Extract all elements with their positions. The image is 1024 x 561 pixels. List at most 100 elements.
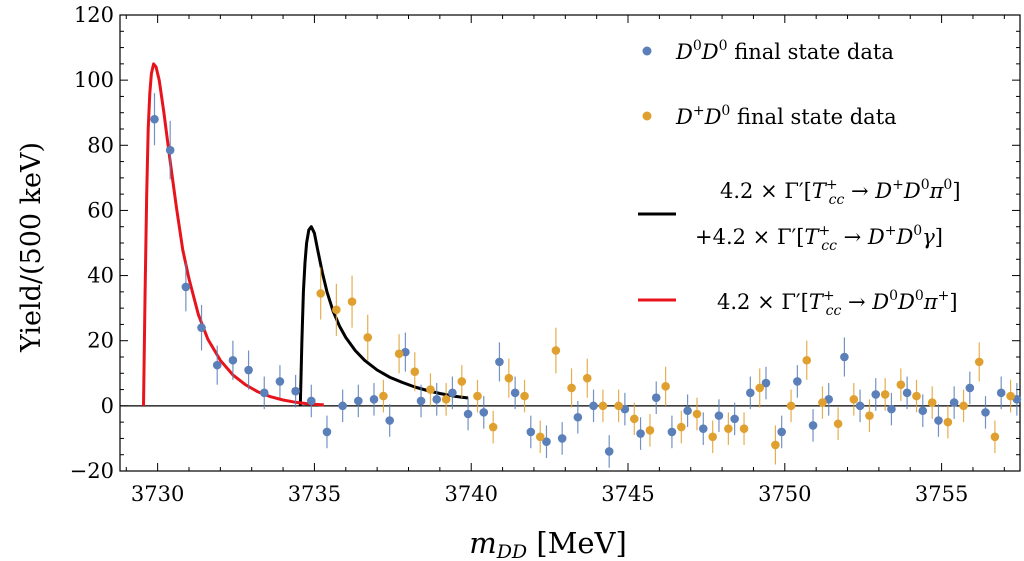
data-point bbox=[865, 411, 874, 420]
y-tick-label: 0 bbox=[101, 394, 114, 418]
data-point bbox=[338, 401, 347, 411]
data-point bbox=[714, 411, 724, 420]
data-point bbox=[1006, 391, 1015, 401]
data-point bbox=[755, 383, 765, 393]
y-tick-label: −20 bbox=[70, 459, 114, 483]
y-tick-label: 40 bbox=[87, 264, 114, 288]
data-point bbox=[661, 382, 670, 391]
data-point bbox=[636, 429, 645, 438]
data-point bbox=[410, 367, 420, 376]
data-point bbox=[871, 390, 881, 399]
data-point bbox=[385, 416, 394, 425]
y-tick-label: 20 bbox=[87, 329, 114, 353]
data-point bbox=[275, 377, 285, 386]
legend-entry-dpd0: D+D0 final state data bbox=[675, 103, 897, 129]
data-point bbox=[488, 422, 498, 432]
y-tick-label: 60 bbox=[87, 198, 114, 222]
legend-entry-black-line2: +4.2 × Γ′[T+ cc → D+D0γ] bbox=[695, 223, 943, 254]
data-point bbox=[473, 391, 482, 401]
data-point bbox=[212, 360, 222, 370]
data-point bbox=[833, 419, 843, 429]
data-point bbox=[228, 355, 238, 365]
data-point bbox=[363, 333, 373, 342]
data-point bbox=[394, 349, 404, 359]
y-tick-label: 100 bbox=[74, 68, 114, 92]
data-point bbox=[786, 401, 796, 411]
legend-entry-red: 4.2 × Γ′[T+ cc → D0D0π+] bbox=[717, 288, 958, 319]
data-point bbox=[526, 427, 536, 437]
legend-marker-d0d0 bbox=[642, 46, 652, 56]
data-point bbox=[463, 409, 473, 419]
data-point bbox=[849, 395, 859, 404]
data-point bbox=[996, 388, 1006, 398]
data-point bbox=[589, 401, 598, 411]
y-axis-title-text: Yield/(500 keV) bbox=[16, 142, 47, 353]
legend: D0D0 final state data D+D0 final state d… bbox=[638, 38, 961, 319]
data-point bbox=[730, 414, 739, 424]
data-point bbox=[887, 404, 896, 414]
data-point bbox=[604, 447, 614, 456]
data-point bbox=[416, 396, 426, 406]
data-points bbox=[150, 93, 1022, 468]
data-point bbox=[708, 432, 717, 442]
data-point bbox=[981, 408, 990, 417]
data-point bbox=[441, 395, 451, 404]
x-tick-label: 3745 bbox=[601, 482, 654, 506]
data-point bbox=[457, 377, 467, 386]
data-point bbox=[479, 408, 489, 417]
y-tick-label: 120 bbox=[74, 3, 114, 27]
data-point bbox=[934, 416, 943, 425]
data-point bbox=[573, 412, 583, 422]
data-point bbox=[598, 401, 608, 411]
data-point bbox=[808, 421, 818, 430]
data-point bbox=[840, 352, 849, 362]
data-point bbox=[504, 373, 514, 383]
data-point bbox=[965, 383, 975, 393]
data-point bbox=[959, 401, 968, 411]
data-point bbox=[918, 406, 928, 416]
data-point bbox=[535, 432, 545, 442]
curves bbox=[142, 62, 469, 407]
data-point bbox=[181, 282, 191, 292]
data-point bbox=[645, 425, 655, 435]
y-axis-title: Yield/(500 keV) bbox=[16, 142, 47, 353]
data-point bbox=[432, 395, 442, 404]
data-point bbox=[943, 417, 953, 427]
data-point bbox=[520, 391, 529, 401]
data-point bbox=[777, 427, 786, 437]
x-tick-label: 3740 bbox=[444, 482, 497, 506]
data-point bbox=[197, 323, 206, 332]
x-tick-label: 3750 bbox=[758, 482, 811, 506]
x-tick-label: 3755 bbox=[915, 482, 968, 506]
data-point bbox=[495, 357, 504, 367]
data-point bbox=[557, 434, 567, 443]
data-point bbox=[244, 365, 253, 375]
data-point bbox=[542, 437, 551, 446]
axis-ticks bbox=[120, 14, 1020, 472]
data-point bbox=[692, 409, 702, 419]
data-point bbox=[379, 391, 388, 401]
legend-entry-d0d0: D0D0 final state data bbox=[675, 38, 894, 64]
data-point bbox=[426, 385, 435, 394]
data-point bbox=[347, 297, 357, 306]
data-point bbox=[896, 380, 906, 389]
x-tick-label: 3730 bbox=[131, 482, 184, 506]
data-point bbox=[354, 396, 363, 406]
data-point bbox=[683, 406, 692, 416]
data-point bbox=[322, 427, 332, 437]
curve-series-3 bbox=[142, 62, 324, 407]
data-point bbox=[332, 305, 341, 315]
data-point bbox=[880, 390, 890, 399]
data-point bbox=[855, 401, 865, 411]
y-tick-label: 80 bbox=[87, 133, 114, 157]
data-point bbox=[912, 391, 921, 401]
x-tick-label: 3735 bbox=[288, 482, 341, 506]
data-point bbox=[306, 396, 316, 406]
data-point bbox=[582, 373, 592, 383]
data-point bbox=[291, 386, 300, 396]
data-point bbox=[316, 289, 325, 298]
data-point bbox=[698, 424, 708, 433]
data-point bbox=[510, 388, 520, 398]
data-point bbox=[614, 401, 623, 411]
